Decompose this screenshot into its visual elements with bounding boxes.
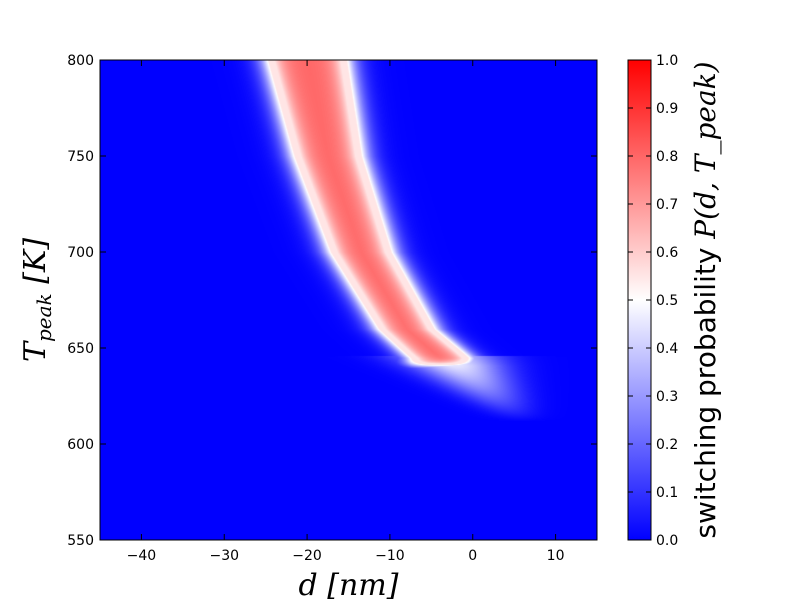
colorbar-tick-label: 0.1 [656,485,678,501]
y-tick-label: 650 [67,341,94,357]
colorbar-axis: 0.0 0.1 0.2 0.3 0.4 0.5 0.6 0.7 0.8 0.9 1.0 [628,53,678,549]
colorbar-tick-label: 0.8 [656,149,678,165]
colorbar-label: switching probability P(d, T_peak) [689,61,722,538]
colorbar-label-text: switching probability [689,248,722,539]
x-tick-label: 10 [547,548,565,564]
heatmap-image [100,60,597,540]
x-tick-label: −10 [375,548,405,564]
colorbar-tick-label: 0.7 [656,197,678,213]
y-axis-label: Tpeak [K] [18,238,56,362]
y-tick-label: 600 [67,437,94,453]
colorbar-tick-label: 0.4 [656,341,678,357]
colorbar-tick-label: 0.0 [656,533,678,549]
heatmap-raster [100,60,597,540]
colorbar-tick-label: 0.9 [656,101,678,117]
x-axis: −40 −30 −20 −10 0 10 [127,60,565,564]
y-axis-label-subscript: peak [32,293,56,342]
plot-frame [99,59,598,541]
x-tick-label: −40 [127,548,157,564]
colorbar-tick-label: 0.3 [656,389,678,405]
x-tick-label: −30 [209,548,239,564]
y-tick-label: 550 [67,533,94,549]
y-axis-label-unit: [K] [18,238,53,294]
colorbar-tick-label: 1.0 [656,53,678,69]
x-tick-label: 0 [468,548,477,564]
colorbar-tick-label: 0.5 [656,293,678,309]
x-tick-label: −20 [292,548,322,564]
colorbar-tick-label: 0.2 [656,437,678,453]
x-axis-label: d [nm] [299,568,399,600]
y-tick-label: 750 [67,149,94,165]
y-axis-label-symbol: T [18,340,53,362]
colorbar-tick-label: 0.6 [656,245,678,261]
colorbar-label-math: P(d, T_peak) [689,61,722,239]
y-tick-label: 700 [67,245,94,261]
y-tick-label: 800 [67,53,94,69]
y-axis: 550 600 650 700 750 800 [67,53,597,549]
